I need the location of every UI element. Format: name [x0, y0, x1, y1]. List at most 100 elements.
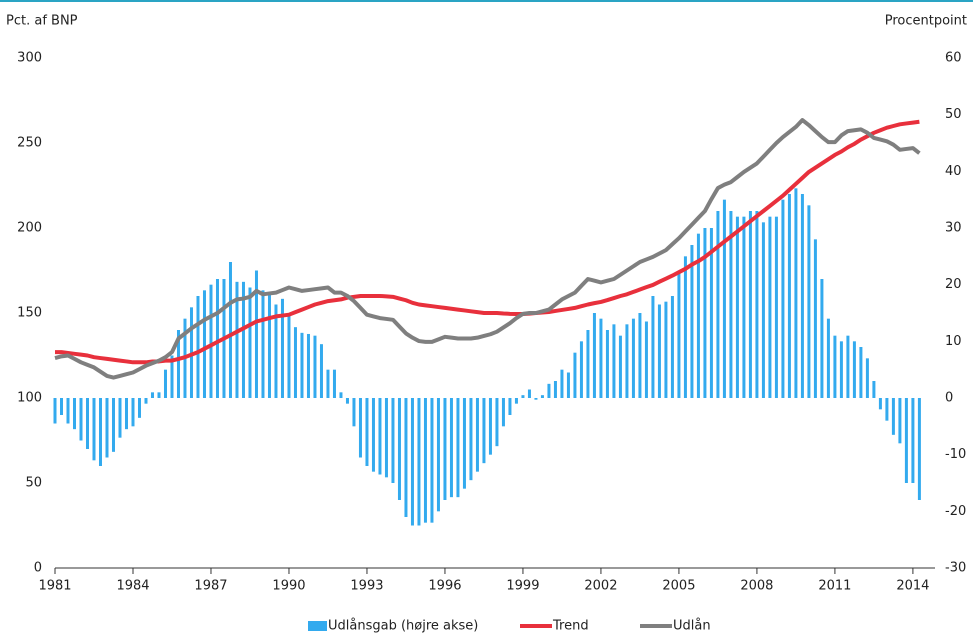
y2-tick-label: 50 [945, 107, 962, 122]
y-tick-label: 200 [17, 221, 42, 236]
bar [891, 398, 895, 435]
bar [436, 398, 440, 512]
bar [475, 398, 479, 472]
bar [482, 398, 486, 464]
bar [638, 313, 642, 398]
y2-tick-label: 40 [945, 164, 962, 179]
x-tick-label: 1984 [116, 579, 149, 594]
bar [430, 398, 434, 523]
bar [852, 341, 856, 398]
legend-label: Udlån [673, 619, 711, 633]
bar [566, 372, 570, 398]
bar [287, 313, 291, 398]
y-tick-label: 250 [17, 136, 42, 151]
bar [872, 381, 876, 398]
bar [417, 398, 421, 526]
y-axis-label: Pct. af BNP [6, 14, 78, 29]
bar [820, 279, 824, 398]
bar [885, 398, 889, 421]
bar [631, 318, 635, 398]
bar [644, 321, 648, 398]
bar [111, 398, 115, 452]
bar [326, 369, 330, 398]
bar [495, 398, 499, 447]
bar [72, 398, 76, 430]
bar [599, 318, 603, 398]
bar [319, 344, 323, 398]
bar [456, 398, 460, 498]
bar [735, 216, 739, 398]
bar [579, 341, 583, 398]
bar [813, 239, 817, 398]
bar [267, 293, 271, 398]
y2-tick-label: -10 [945, 447, 966, 462]
bar [339, 392, 343, 398]
line [54, 118, 921, 380]
bar [449, 398, 453, 498]
bar [690, 245, 694, 398]
bar [826, 318, 830, 398]
bar [670, 296, 674, 398]
bar [878, 398, 882, 410]
bar [787, 194, 791, 398]
bar [79, 398, 83, 441]
bar [729, 211, 733, 398]
bar [716, 211, 720, 398]
bar [261, 290, 265, 398]
y-tick-label: 150 [17, 306, 42, 321]
bar [586, 330, 590, 398]
bar [683, 256, 687, 398]
bar [748, 211, 752, 398]
y2-tick-label: 30 [945, 221, 962, 236]
bar [625, 324, 629, 398]
y-tick-label: 300 [17, 51, 42, 66]
x-tick-label: 2005 [662, 579, 695, 594]
bar [781, 199, 785, 398]
y2-tick-label: 10 [945, 334, 962, 349]
bar [371, 398, 375, 472]
bar [209, 284, 213, 398]
bar [410, 398, 414, 526]
bar [911, 398, 915, 483]
bar [768, 216, 772, 398]
x-tick-label: 1990 [272, 579, 305, 594]
x-tick-label: 2014 [896, 579, 929, 594]
x-tick-label: 2008 [740, 579, 773, 594]
bar [501, 398, 505, 427]
bar [157, 392, 161, 398]
bar [462, 398, 466, 489]
bar [391, 398, 395, 483]
bar [241, 281, 245, 398]
line [55, 119, 920, 365]
bar [176, 330, 180, 398]
x-tick-label: 1987 [194, 579, 227, 594]
bar [553, 381, 557, 398]
bar [657, 304, 661, 398]
bar [59, 398, 63, 415]
bar [105, 398, 109, 458]
bar [384, 398, 388, 478]
legend-label: Udlånsgab (højre akse) [328, 619, 478, 633]
bar [98, 398, 102, 466]
bar [397, 398, 401, 500]
bar [534, 398, 538, 400]
bar [378, 398, 382, 475]
bar [352, 398, 356, 427]
bar [163, 369, 167, 398]
bar [404, 398, 408, 517]
bar [306, 333, 310, 398]
x-tick-label: 2002 [584, 579, 617, 594]
bar [313, 335, 317, 398]
bar [124, 398, 128, 430]
bar [228, 262, 232, 398]
bar [248, 287, 252, 398]
bar [709, 228, 713, 398]
bar [839, 341, 843, 398]
bar [280, 298, 284, 398]
bar [898, 398, 902, 444]
bar [540, 395, 544, 398]
bar [170, 355, 174, 398]
bar [560, 369, 564, 398]
bar [664, 301, 668, 398]
bar [846, 335, 850, 398]
